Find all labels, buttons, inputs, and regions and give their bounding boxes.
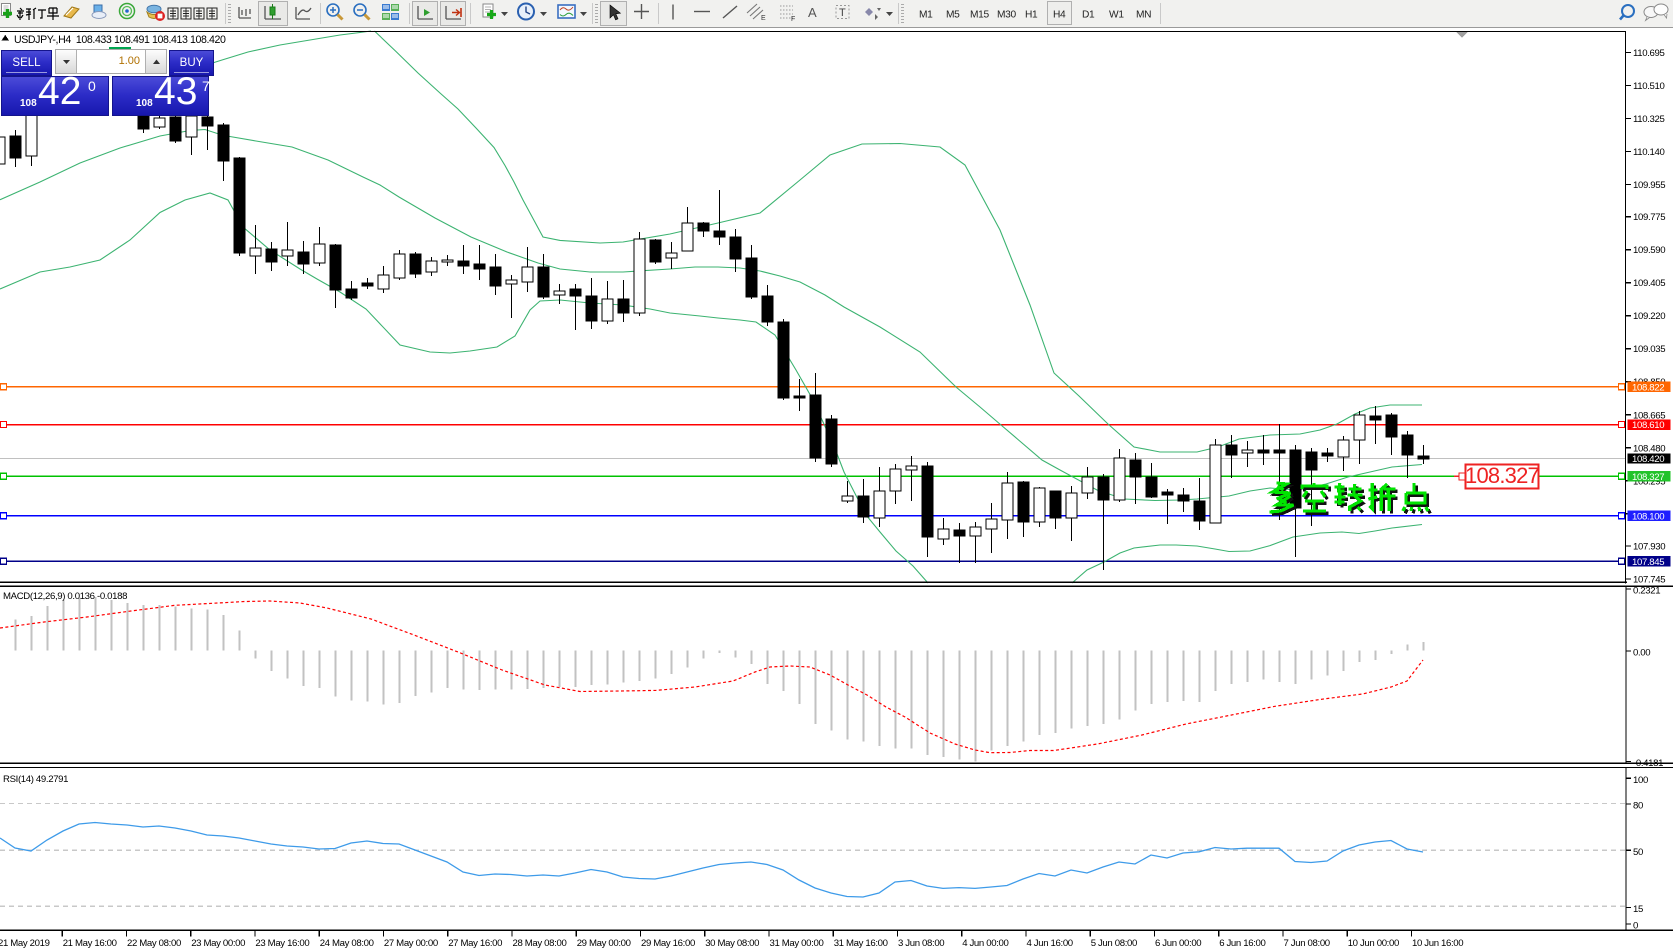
svg-text:107.930: 107.930 <box>1633 541 1665 552</box>
svg-text:109.220: 109.220 <box>1633 311 1665 322</box>
svg-text:6 Jun 16:00: 6 Jun 16:00 <box>1219 938 1265 949</box>
svg-text:31 May 16:00: 31 May 16:00 <box>834 938 888 949</box>
svg-text:23 May 16:00: 23 May 16:00 <box>255 938 309 949</box>
svg-text:7 Jun 08:00: 7 Jun 08:00 <box>1284 938 1330 949</box>
svg-text:E: E <box>761 15 766 22</box>
svg-text:4 Jun 00:00: 4 Jun 00:00 <box>962 938 1008 949</box>
svg-text:0: 0 <box>1633 921 1638 932</box>
svg-text:M30: M30 <box>997 10 1017 21</box>
svg-text:30 May 08:00: 30 May 08:00 <box>705 938 759 949</box>
svg-text:W1: W1 <box>1109 10 1124 21</box>
svg-text:108.610: 108.610 <box>1632 420 1664 431</box>
svg-text:3 Jun 08:00: 3 Jun 08:00 <box>898 938 944 949</box>
svg-text:108.327: 108.327 <box>1632 472 1664 483</box>
svg-text:10 Jun 16:00: 10 Jun 16:00 <box>1412 938 1463 949</box>
svg-text:4 Jun 16:00: 4 Jun 16:00 <box>1027 938 1073 949</box>
svg-text:108.665: 108.665 <box>1633 410 1665 421</box>
svg-text:D1: D1 <box>1082 10 1095 21</box>
svg-text:M1: M1 <box>919 10 933 21</box>
svg-text:10 Jun 00:00: 10 Jun 00:00 <box>1348 938 1399 949</box>
svg-text:5 Jun 08:00: 5 Jun 08:00 <box>1091 938 1137 949</box>
svg-text:110.325: 110.325 <box>1633 114 1665 125</box>
svg-text:0.00: 0.00 <box>1633 648 1650 659</box>
svg-text:109.955: 109.955 <box>1633 180 1665 191</box>
svg-text:100: 100 <box>1633 775 1648 786</box>
svg-text:109.035: 109.035 <box>1633 344 1665 355</box>
svg-text:H1: H1 <box>1025 10 1038 21</box>
svg-text:MACD(12,26,9) 0.0136 -0.0188: MACD(12,26,9) 0.0136 -0.0188 <box>3 591 127 602</box>
svg-text:108.295: 108.295 <box>1633 476 1665 487</box>
svg-text:M15: M15 <box>970 10 990 21</box>
svg-text:MN: MN <box>1136 10 1151 21</box>
svg-text:6 Jun 00:00: 6 Jun 00:00 <box>1155 938 1201 949</box>
svg-text:108.822: 108.822 <box>1632 382 1664 393</box>
svg-text:24 May 08:00: 24 May 08:00 <box>320 938 374 949</box>
svg-text:107.845: 107.845 <box>1632 557 1664 568</box>
svg-text:27 May 00:00: 27 May 00:00 <box>384 938 438 949</box>
svg-text:110.695: 110.695 <box>1633 48 1665 59</box>
svg-text:A: A <box>808 5 817 20</box>
svg-text:0.2321: 0.2321 <box>1633 586 1660 597</box>
svg-text:110.140: 110.140 <box>1633 147 1665 158</box>
svg-text:23 May 00:00: 23 May 00:00 <box>191 938 245 949</box>
svg-text:22 May 08:00: 22 May 08:00 <box>127 938 181 949</box>
svg-text:27 May 16:00: 27 May 16:00 <box>448 938 502 949</box>
svg-text:15: 15 <box>1633 904 1643 915</box>
svg-text:21 May 16:00: 21 May 16:00 <box>63 938 117 949</box>
svg-text:109.590: 109.590 <box>1633 245 1665 256</box>
svg-text:29 May 16:00: 29 May 16:00 <box>641 938 695 949</box>
svg-text:108.327: 108.327 <box>1465 463 1539 488</box>
svg-text:80: 80 <box>1633 801 1643 812</box>
svg-text:RSI(14) 49.2791: RSI(14) 49.2791 <box>3 774 68 785</box>
svg-text:109.775: 109.775 <box>1633 212 1665 223</box>
svg-text:F: F <box>791 16 795 23</box>
svg-text:108.100: 108.100 <box>1632 511 1664 522</box>
svg-text:H4: H4 <box>1053 10 1066 21</box>
svg-text:108.420: 108.420 <box>1632 454 1664 465</box>
svg-text:21 May 2019: 21 May 2019 <box>0 938 50 949</box>
svg-text:50: 50 <box>1633 847 1643 858</box>
svg-text:28 May 08:00: 28 May 08:00 <box>513 938 567 949</box>
svg-text:108.480: 108.480 <box>1633 443 1665 454</box>
svg-text:M5: M5 <box>946 10 960 21</box>
svg-text:31 May 00:00: 31 May 00:00 <box>770 938 824 949</box>
svg-text:107.745: 107.745 <box>1633 574 1665 585</box>
svg-text:T: T <box>839 7 846 19</box>
svg-text:29 May 00:00: 29 May 00:00 <box>577 938 631 949</box>
svg-text:110.510: 110.510 <box>1633 81 1665 92</box>
svg-text:USDJPY-,H4 108.433 108.491 10: USDJPY-,H4 108.433 108.491 108.413 108.4… <box>14 34 226 46</box>
svg-text:-0.4181: -0.4181 <box>1633 758 1663 769</box>
svg-text:109.405: 109.405 <box>1633 278 1665 289</box>
